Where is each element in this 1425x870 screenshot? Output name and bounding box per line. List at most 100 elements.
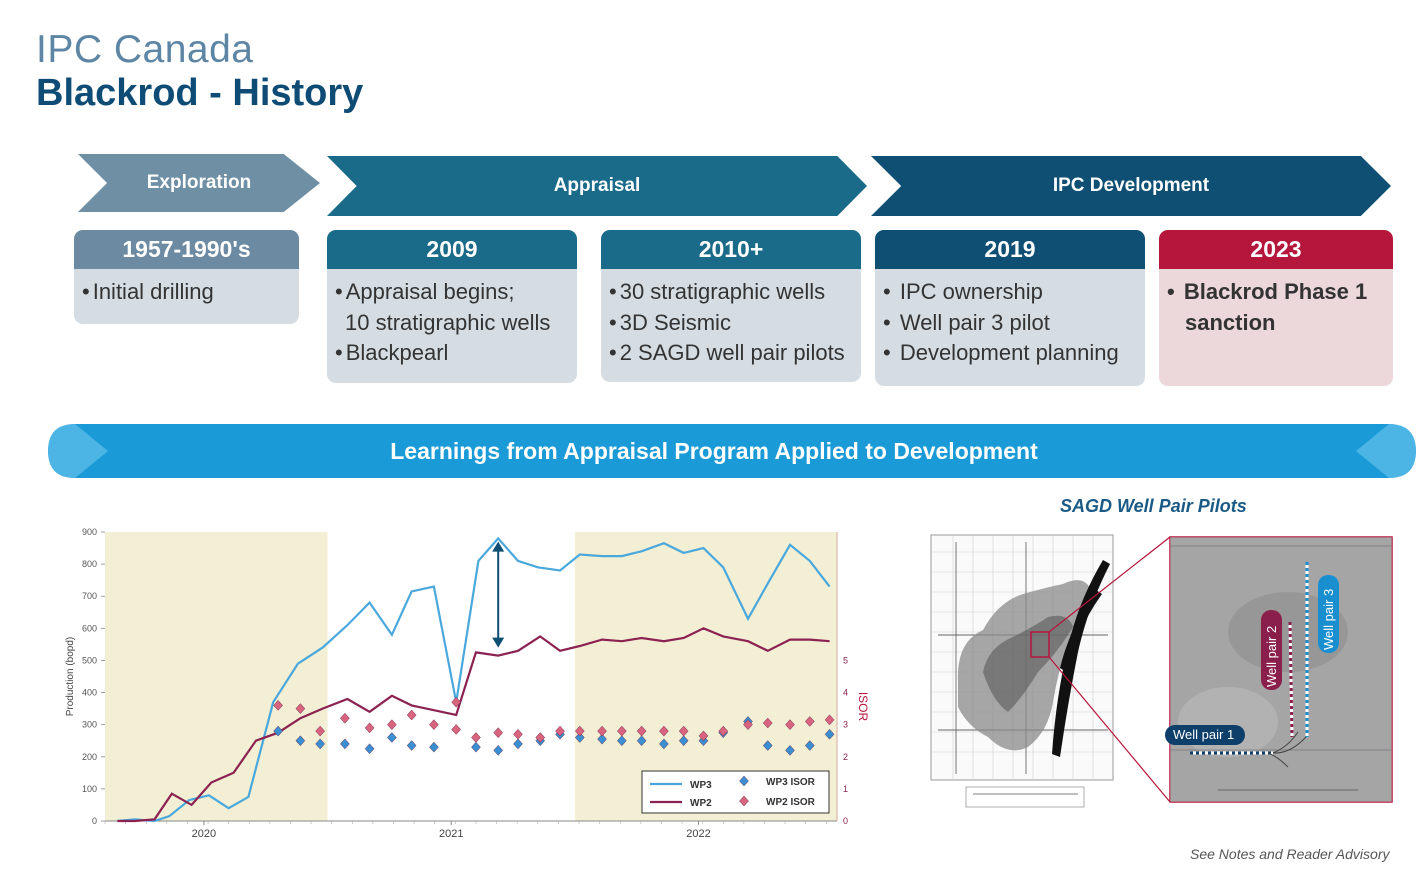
isor-point-wp2-isor bbox=[387, 719, 397, 731]
milestone-item: sanction bbox=[1185, 309, 1276, 335]
isor-point-wp3-isor bbox=[513, 738, 523, 750]
well-pair-1-label: Well pair 1 bbox=[1173, 727, 1234, 742]
channel-feature bbox=[1052, 560, 1110, 757]
legend-label: WP3 bbox=[690, 780, 712, 791]
y-tick-label: 100 bbox=[82, 784, 97, 794]
y-tick-label: 300 bbox=[82, 720, 97, 730]
pilot-map: Well pair 3 Well pair 2 Well pair 1 bbox=[930, 534, 1393, 808]
isor-point-wp3-isor bbox=[273, 725, 283, 737]
connector-top bbox=[1048, 536, 1171, 633]
legend-label: WP2 ISOR bbox=[766, 797, 816, 808]
milestone-item: • Blackrod Phase 1 bbox=[1167, 279, 1368, 304]
isor-point-wp2-isor bbox=[493, 727, 504, 739]
milestone-item: 10 stratigraphic wells bbox=[345, 309, 551, 335]
isor-point-wp3-isor bbox=[493, 744, 504, 756]
isor-point-wp2-isor bbox=[659, 725, 669, 737]
milestone-card-2023: 2023 • Blackrod Phase 1 sanction bbox=[1159, 230, 1393, 386]
isor-point-wp3-isor bbox=[636, 735, 647, 747]
page-title: Blackrod - History bbox=[36, 72, 364, 114]
legend-label: WP3 ISOR bbox=[766, 777, 816, 788]
isor-point-wp3-isor bbox=[574, 732, 585, 743]
y2-tick-label: 1 bbox=[843, 784, 848, 794]
banner-text: Learnings from Appraisal Program Applied… bbox=[390, 437, 1038, 464]
y-tick-label: 500 bbox=[82, 655, 97, 665]
isor-point-wp2-isor bbox=[340, 712, 350, 724]
isor-point-wp3-isor bbox=[659, 738, 669, 750]
isor-point-wp2-isor bbox=[315, 725, 325, 737]
company-title: IPC Canada bbox=[36, 28, 254, 71]
x-tick-label: 2020 bbox=[192, 828, 216, 840]
isor-point-wp3-isor bbox=[387, 732, 397, 743]
phase-exploration: Exploration bbox=[78, 154, 320, 212]
milestone-year: 1957-1990's bbox=[74, 230, 299, 269]
phase-label: Exploration bbox=[146, 172, 252, 193]
y2-axis-label: ISOR bbox=[856, 692, 870, 722]
isor-point-wp2-isor bbox=[574, 725, 585, 737]
milestone-item: • Appraisal begins; bbox=[335, 279, 515, 304]
milestone-item: • Initial drilling bbox=[82, 279, 214, 304]
y2-tick-label: 5 bbox=[843, 655, 848, 665]
banner-shape bbox=[48, 424, 1416, 478]
series-line-wp3 bbox=[117, 536, 831, 823]
milestone-item: • Blackpearl bbox=[335, 340, 449, 365]
isor-point-wp3-isor bbox=[678, 735, 689, 747]
isor-point-wp3-isor bbox=[617, 735, 627, 747]
isor-point-wp2-isor bbox=[471, 732, 481, 743]
isor-point-wp2-isor bbox=[451, 724, 461, 735]
isor-point-wp3-isor bbox=[804, 740, 815, 751]
phase-appraisal: Appraisal bbox=[327, 156, 867, 216]
isor-point-wp2-isor bbox=[364, 722, 375, 734]
isor-point-wp3-isor bbox=[429, 741, 439, 753]
isor-point-wp2-isor bbox=[743, 719, 753, 731]
map-scale-bar bbox=[965, 786, 1085, 808]
isor-point-wp2-isor bbox=[451, 696, 461, 708]
isor-point-wp2-isor bbox=[535, 732, 546, 743]
milestone-item: • 3D Seismic bbox=[609, 309, 731, 335]
isor-point-wp3-isor bbox=[340, 738, 350, 750]
phase-label: Appraisal bbox=[553, 175, 641, 196]
y-tick-label: 600 bbox=[82, 623, 97, 633]
legend-swatch bbox=[739, 795, 749, 807]
y2-tick-label: 3 bbox=[843, 720, 848, 730]
x-tick-label: 2022 bbox=[686, 828, 710, 840]
milestone-card-2010: 2010+ • 30 stratigraphic wells • 3D Seismi… bbox=[601, 230, 861, 382]
milestone-year: 2010+ bbox=[601, 230, 861, 269]
isor-point-wp3-isor bbox=[364, 743, 375, 755]
y-tick-label: 700 bbox=[82, 591, 97, 601]
legend-box bbox=[641, 770, 830, 814]
milestone-year: 2019 bbox=[875, 230, 1145, 269]
phase-ipc-development: IPC Development bbox=[871, 156, 1391, 216]
series-line-wp2 bbox=[117, 627, 830, 823]
y2-tick-label: 0 bbox=[843, 816, 848, 826]
gap-arrow-head-up bbox=[492, 541, 505, 552]
isor-point-wp2-isor bbox=[273, 700, 283, 711]
y-tick-label: 900 bbox=[82, 527, 97, 537]
milestone-year: 2009 bbox=[327, 230, 577, 269]
milestone-card-1957: 1957-1990's • Initial drilling bbox=[74, 230, 299, 324]
pilots-title: SAGD Well Pair Pilots bbox=[1060, 496, 1247, 516]
isor-point-wp3-isor bbox=[762, 740, 773, 751]
shaded-period bbox=[105, 532, 328, 821]
y-tick-label: 800 bbox=[82, 559, 97, 569]
isor-point-wp3-isor bbox=[824, 728, 835, 740]
isor-point-wp2-isor bbox=[513, 728, 523, 740]
milestone-item: • IPC ownership bbox=[883, 279, 1043, 304]
well-pair-2-label-bg bbox=[1261, 610, 1282, 690]
y2-tick-label: 4 bbox=[843, 688, 848, 698]
isor-point-wp2-isor bbox=[597, 725, 607, 737]
isor-point-wp2-isor bbox=[698, 730, 709, 742]
isor-point-wp3-isor bbox=[295, 735, 306, 747]
y-tick-label: 400 bbox=[82, 688, 97, 698]
legend-label: WP2 bbox=[690, 798, 712, 809]
isor-point-wp3-isor bbox=[785, 744, 795, 756]
phase-label: IPC Development bbox=[1052, 175, 1210, 196]
milestone-item: • Well pair 3 pilot bbox=[883, 309, 1050, 335]
milestone-card-2019: 2019 • IPC ownership • Well pair 3 pilot… bbox=[875, 230, 1145, 386]
well-pair-2-label: Well pair 2 bbox=[1264, 626, 1279, 687]
milestone-card-2009: 2009 • Appraisal begins; 10 stratigraphic… bbox=[327, 230, 577, 383]
isor-point-wp2-isor bbox=[406, 709, 417, 721]
well-pair-3-label: Well pair 3 bbox=[1321, 589, 1336, 650]
isor-point-wp2-isor bbox=[636, 725, 647, 737]
isor-point-wp3-isor bbox=[315, 738, 325, 750]
y-axis-label: Production (bopd) bbox=[65, 637, 76, 717]
